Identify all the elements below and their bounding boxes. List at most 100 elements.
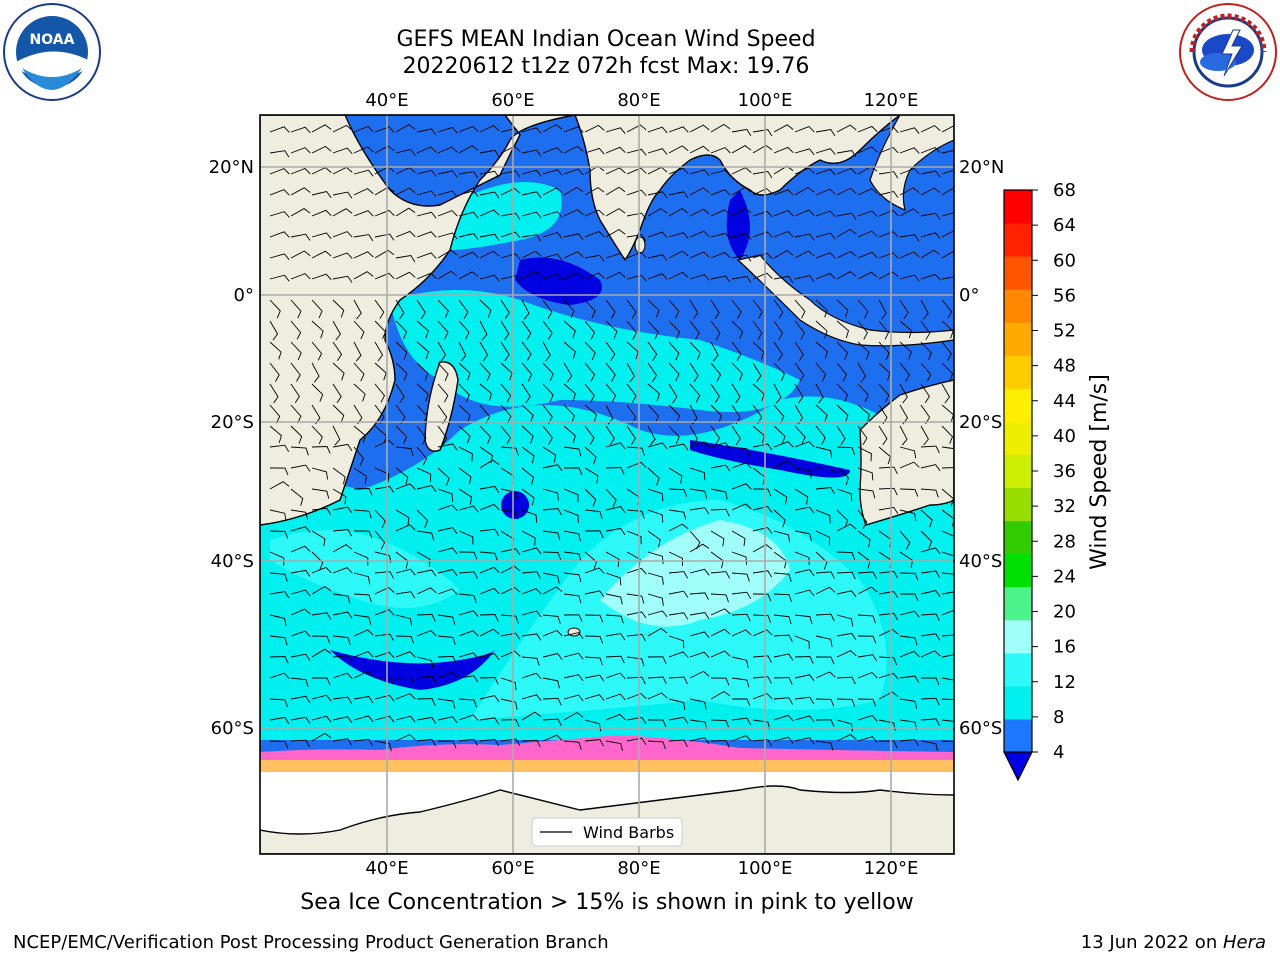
wind-barb [773,530,791,543]
wind-barb [626,167,647,175]
wind-barb [269,404,281,424]
wind-barb [353,383,366,402]
colorbar-segment [1004,487,1032,522]
wind-barb [584,383,595,403]
wind-barb [899,675,920,683]
wind-barb [500,231,521,239]
wind-barb [920,613,940,622]
wind-barb [542,253,563,261]
colorbar-segment [1004,652,1032,687]
wind-barb [857,125,878,133]
wind-barb [773,362,785,381]
wind-barb [332,488,347,505]
wind-barb [542,697,562,706]
wind-barb [605,633,626,641]
wind-barb [710,719,730,728]
wind-barb [836,733,857,742]
wind-barb [458,232,479,240]
wind-barb [416,613,436,622]
wind-barb [269,740,289,749]
wind-barb [647,425,656,446]
wind-barb [857,251,878,259]
wind-barb [479,503,500,511]
wind-barb [500,341,510,362]
wind-barb [563,632,584,639]
wind-barb [521,509,538,523]
wind-barb [941,719,954,722]
wind-barb [269,572,288,582]
wind-barb [689,299,699,320]
wind-barb [752,188,773,196]
wind-barb [752,629,773,637]
wind-barb [500,253,521,260]
wind-barb [290,589,311,597]
wind-barb [605,693,626,701]
wind-barb [500,320,510,341]
wind-barb [647,231,668,239]
wind-barb [626,530,642,545]
wind-barb [836,719,853,732]
wind-barb [269,672,290,680]
wind-barb [584,530,604,538]
wind-barb [311,145,332,154]
wind-barb [773,488,788,505]
wind-barb [458,425,471,444]
wind-barb [941,341,952,361]
wind-barb [647,362,658,383]
wind-barb [815,252,836,259]
wind-barb [584,635,604,644]
wind-barb [857,299,869,319]
wind-barb [920,547,941,555]
wind-barb [437,488,454,502]
wind-barb [353,467,367,484]
wind-barb [437,504,458,512]
wind-barb [836,167,857,175]
wind-barb [857,698,877,707]
wind-barb [647,126,668,134]
wind-barb [899,446,917,459]
wind-barb [563,712,584,721]
wind-barb [815,148,836,155]
wind-barb [605,551,620,567]
wind-barb [836,590,857,598]
colorbar-segment [1004,520,1032,555]
wind-barb [500,738,521,746]
wind-barb [416,383,429,402]
wind-barb [815,466,835,475]
wind-barb [479,149,500,157]
wind-barb [479,717,500,725]
wind-barb [563,446,582,457]
wind-barb [794,674,815,682]
wind-barb [941,212,954,217]
wind-barb [312,677,331,686]
wind-barb [605,467,625,475]
wind-barb [374,609,395,616]
wind-barb [332,124,353,133]
wind-barb [794,299,806,319]
wind-barb [836,362,848,382]
wind-barb [437,443,458,451]
wind-barb [416,630,437,637]
wind-barb [941,467,954,469]
wind-barb [395,271,416,280]
wind-barb [500,187,521,196]
wind-barb [332,655,352,663]
wind-barb [332,231,353,238]
wind-barb [500,212,521,220]
wind-barb [920,273,941,281]
wind-barb [815,404,828,423]
wind-barb [542,232,563,239]
wind-barb [605,425,615,446]
wind-barb [416,128,437,136]
wind-barb [416,485,437,492]
wind-barb [752,544,773,553]
wind-barb [353,614,372,625]
wind-barb [500,698,518,710]
lon-label-bottom: 80°E [617,858,660,879]
wind-barb [857,614,876,624]
wind-barb [395,341,408,360]
wind-barb [290,608,311,616]
wind-barb [353,362,365,382]
wind-barb [668,191,689,199]
wind-barb [710,320,721,340]
